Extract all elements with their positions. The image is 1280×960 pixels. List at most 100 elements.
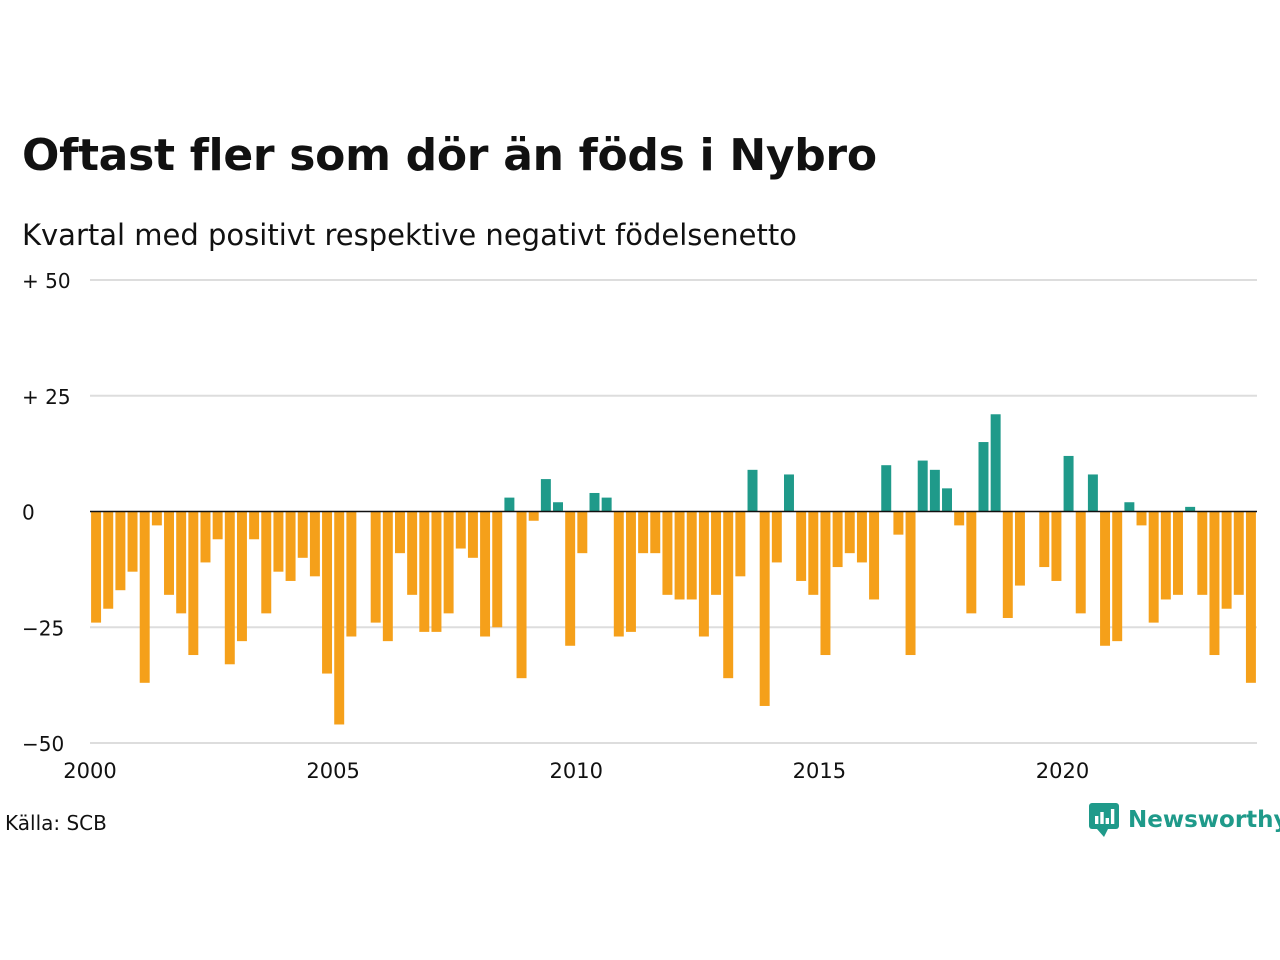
bar bbox=[856, 511, 867, 563]
bar bbox=[322, 511, 333, 674]
x-tick-label: 2010 bbox=[550, 759, 603, 783]
bar bbox=[869, 511, 880, 600]
bar bbox=[103, 511, 114, 609]
bar bbox=[820, 511, 831, 656]
bar bbox=[467, 511, 478, 558]
bar bbox=[553, 502, 563, 512]
bar bbox=[407, 511, 418, 595]
bar bbox=[164, 511, 174, 595]
bar bbox=[540, 479, 551, 512]
bar bbox=[662, 511, 673, 595]
bar bbox=[1124, 502, 1135, 512]
bar bbox=[674, 511, 685, 600]
bar bbox=[1245, 511, 1256, 683]
bar bbox=[796, 511, 807, 581]
bar bbox=[808, 511, 819, 595]
bar bbox=[881, 465, 892, 512]
bar bbox=[419, 511, 430, 632]
bar bbox=[613, 511, 624, 637]
tick-labels: + 50 + 25 0 −25 −50 2000 2005 2010 2015 2020 bbox=[22, 269, 1089, 783]
bar bbox=[966, 511, 977, 614]
bar bbox=[990, 414, 1001, 512]
gridlines bbox=[90, 279, 1257, 744]
bar bbox=[771, 511, 782, 563]
bar bbox=[200, 511, 211, 563]
bar bbox=[929, 469, 940, 512]
newsworthy-brand[interactable]: Newsworthy bbox=[1088, 802, 1280, 838]
bars bbox=[91, 414, 1256, 725]
bar bbox=[844, 511, 855, 554]
y-tick-label: + 50 bbox=[22, 269, 71, 293]
bar bbox=[917, 460, 928, 512]
y-tick-label: 0 bbox=[22, 501, 35, 525]
bar bbox=[942, 488, 952, 512]
bar bbox=[382, 511, 393, 642]
bar bbox=[297, 511, 308, 558]
y-tick-label: −25 bbox=[22, 616, 64, 640]
bar bbox=[115, 511, 126, 591]
bar bbox=[1063, 455, 1074, 512]
bar bbox=[1221, 511, 1232, 609]
bar bbox=[224, 511, 235, 665]
bar bbox=[1014, 511, 1025, 586]
bar bbox=[236, 511, 247, 642]
bar bbox=[309, 511, 320, 577]
x-tick-label: 2020 bbox=[1036, 759, 1089, 783]
bar bbox=[516, 511, 527, 679]
bar bbox=[176, 511, 187, 614]
bar bbox=[784, 474, 794, 512]
y-tick-label: + 25 bbox=[22, 385, 71, 409]
chart-title: Oftast fler som dör än föds i Nybro bbox=[22, 130, 877, 181]
bar bbox=[1185, 506, 1196, 512]
bar bbox=[261, 511, 272, 614]
bar bbox=[395, 511, 405, 554]
bar bbox=[334, 511, 345, 725]
bar bbox=[528, 511, 539, 521]
bar bbox=[1160, 511, 1171, 600]
bar bbox=[893, 511, 904, 535]
bar bbox=[832, 511, 843, 568]
bar bbox=[601, 497, 612, 512]
bar bbox=[431, 511, 442, 632]
bar bbox=[455, 511, 466, 549]
bar bbox=[188, 511, 199, 656]
bar bbox=[1112, 511, 1123, 642]
newsworthy-logo-icon bbox=[1089, 803, 1119, 837]
bar bbox=[1051, 511, 1062, 581]
bar bbox=[565, 511, 576, 646]
bar bbox=[954, 511, 965, 526]
bar bbox=[1039, 511, 1050, 568]
bar bbox=[905, 511, 916, 656]
bar bbox=[698, 511, 709, 637]
bar bbox=[127, 511, 138, 572]
y-tick-label: −50 bbox=[22, 732, 64, 756]
bar bbox=[285, 511, 296, 581]
bar bbox=[1209, 511, 1220, 656]
bar bbox=[1100, 511, 1111, 646]
bar bbox=[1197, 511, 1208, 595]
bar bbox=[577, 511, 588, 554]
bar bbox=[686, 511, 697, 600]
bar bbox=[759, 511, 770, 706]
bar bbox=[504, 497, 515, 512]
bar bbox=[249, 511, 260, 540]
bar bbox=[650, 511, 661, 554]
bar bbox=[273, 511, 284, 572]
bar bbox=[625, 511, 636, 632]
x-tick-label: 2015 bbox=[793, 759, 846, 783]
bar bbox=[747, 469, 758, 512]
bar bbox=[711, 511, 722, 595]
bar bbox=[1087, 474, 1098, 512]
bar bbox=[346, 511, 357, 637]
bar bbox=[638, 511, 649, 554]
bar bbox=[492, 511, 503, 628]
bar bbox=[723, 511, 734, 679]
chart-subtitle: Kvartal med positivt respektive negativt… bbox=[22, 218, 797, 252]
bar bbox=[151, 511, 162, 526]
bar bbox=[91, 511, 102, 623]
source-note: Källa: SCB bbox=[5, 811, 107, 835]
bar bbox=[978, 442, 989, 512]
x-tick-label: 2005 bbox=[306, 759, 359, 783]
bar bbox=[735, 511, 746, 577]
